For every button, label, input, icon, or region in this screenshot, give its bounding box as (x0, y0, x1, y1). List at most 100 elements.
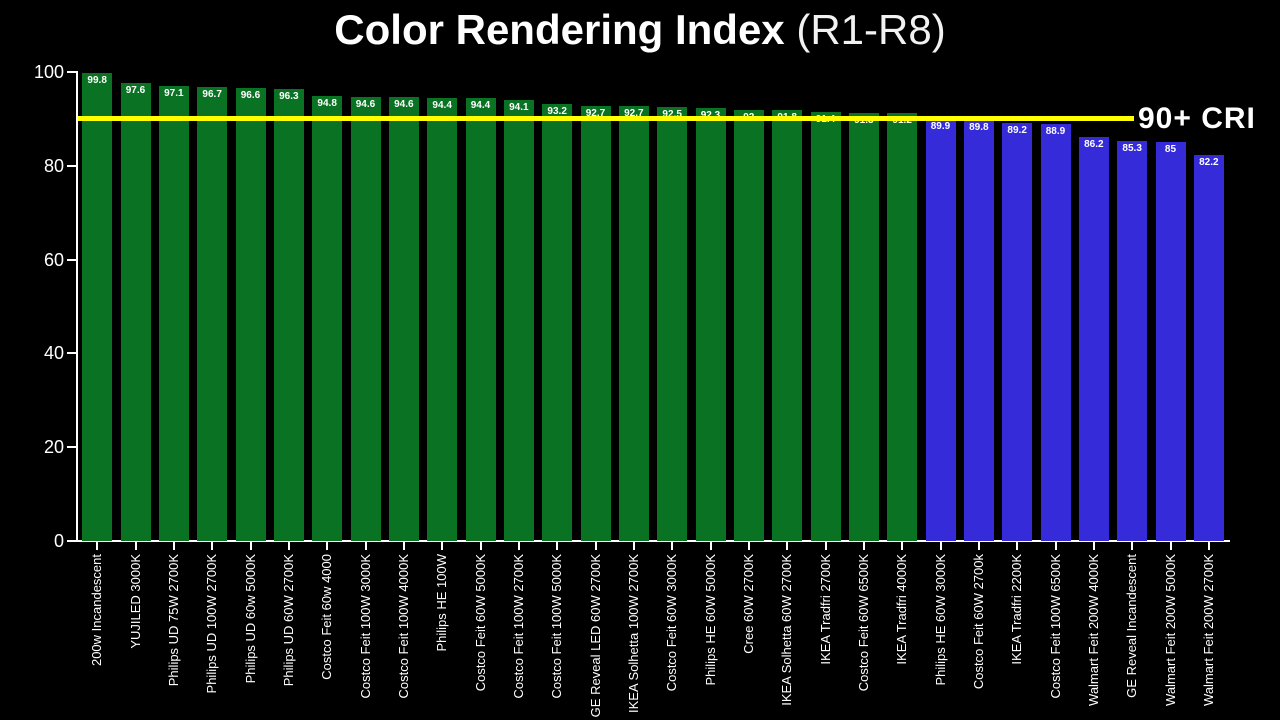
bar (887, 113, 918, 541)
x-tick (326, 542, 329, 550)
x-category-label: Walmart Feit 200W 5000K (1162, 554, 1178, 706)
bar (733, 109, 764, 541)
x-category-label: GE Reveal Incandescent (1124, 554, 1140, 698)
x-tick (786, 542, 789, 550)
x-category-label: GE Reveal LED 60W 2700K (587, 554, 603, 718)
bar-value-label: 92.7 (585, 108, 606, 120)
bar-value-label: 99.8 (87, 74, 107, 86)
y-tick-label: 40 (43, 343, 64, 364)
x-tick (211, 542, 214, 550)
x-tick (901, 542, 904, 550)
x-category-label: Cree 60W 2700K (740, 554, 756, 654)
y-tick (67, 164, 76, 167)
x-category-label: Walmart Feit 200W 2700K (1200, 554, 1216, 706)
bar (158, 85, 189, 541)
bar (427, 98, 458, 541)
x-category-label: 200w Incandescent (89, 554, 105, 667)
bar-value-label: 85.3 (1122, 142, 1142, 154)
bar-value-label: 97.6 (125, 85, 146, 97)
bar-value-label: 89.8 (969, 121, 989, 133)
x-category-label: Philips UD 75W 2700K (165, 554, 181, 687)
x-category-label: Costco Feit 60w 4000 (319, 554, 335, 680)
bar (197, 87, 228, 541)
x-tick (1169, 542, 1172, 550)
x-category-label: IKEA Tradfri 2700K (817, 554, 833, 665)
x-tick (556, 542, 559, 550)
bar-value-label: 92.5 (662, 109, 682, 121)
x-tick (1092, 542, 1095, 550)
bar (657, 107, 688, 541)
bar-value-label: 96.7 (202, 89, 222, 101)
x-tick (1016, 542, 1019, 550)
bar-value-label: 85 (1164, 144, 1177, 156)
x-tick (287, 542, 290, 550)
bar (1117, 140, 1148, 541)
x-tick (824, 542, 827, 550)
bar-value-label: 94.8 (317, 98, 337, 110)
bar-value-label: 97.1 (164, 87, 184, 99)
bar-value-label: 92.7 (624, 108, 644, 120)
x-category-label: Philips UD 100W 2700K (204, 554, 220, 694)
bar-value-label: 94.4 (432, 100, 452, 112)
x-tick (862, 542, 865, 550)
bar (120, 83, 151, 541)
x-tick (1131, 542, 1134, 550)
bar-value-label: 94.6 (394, 99, 414, 111)
bar (810, 112, 841, 541)
bar (580, 106, 611, 541)
x-tick (441, 542, 444, 550)
x-axis (68, 540, 1230, 542)
bar (350, 97, 381, 541)
chart-title-suffix: (R1-R8) (784, 6, 946, 53)
bar (1193, 155, 1224, 541)
x-tick (977, 542, 980, 550)
bar-value-label: 94.6 (355, 99, 376, 111)
bar (1040, 124, 1071, 541)
bar (388, 97, 419, 541)
x-tick (402, 542, 405, 550)
x-category-label: Philips HE 60W 5000K (702, 554, 718, 686)
x-category-label: Costco Feit 60W 6500K (855, 554, 871, 692)
x-tick (96, 542, 99, 550)
x-category-label: Costco Feit 100W 6500K (1047, 554, 1063, 699)
bar (1002, 122, 1033, 541)
x-category-label: Costco Feit 60W 5000K (472, 554, 488, 692)
x-category-label: IKEA Tradfri 4000K (894, 554, 910, 665)
bar-value-label: 93.2 (547, 105, 567, 117)
x-tick (709, 542, 712, 550)
y-tick (67, 352, 76, 355)
y-tick (67, 71, 76, 73)
x-tick (479, 542, 482, 550)
bar (273, 89, 304, 541)
x-tick (594, 542, 597, 550)
bar (695, 108, 726, 541)
x-tick (939, 542, 942, 550)
x-tick (1054, 542, 1057, 550)
y-tick-label: 60 (43, 249, 64, 270)
chart-title: Color Rendering Index (R1-R8) (0, 6, 1280, 54)
bar-value-label: 96.6 (240, 89, 261, 101)
bar (1155, 142, 1186, 541)
bar (235, 87, 266, 541)
x-category-label: Walmart Feit 200W 4000K (1085, 554, 1101, 706)
x-tick (249, 542, 252, 550)
x-tick (517, 542, 520, 550)
x-category-label: Costco Feit 100W 3000K (357, 554, 373, 699)
bar-value-label: 94.4 (470, 100, 491, 112)
y-tick-label: 100 (33, 62, 64, 82)
x-tick (172, 542, 175, 550)
threshold-label: 90+ CRI (1138, 101, 1256, 135)
y-tick (67, 258, 76, 261)
bar (963, 119, 994, 541)
x-category-label: Costco Feit 100W 2700K (510, 554, 526, 699)
bar-value-label: 96.3 (279, 91, 299, 103)
bar-value-label: 92.3 (691, 110, 729, 122)
x-category-label: Costco Feit 100W 5000K (549, 554, 565, 699)
y-tick (67, 540, 76, 542)
x-tick (134, 542, 137, 550)
bar-value-label: 89.2 (1007, 124, 1027, 136)
bar (1078, 136, 1109, 541)
x-category-label: Costco Feit 100W 4000K (395, 554, 411, 699)
x-tick (1207, 542, 1210, 550)
